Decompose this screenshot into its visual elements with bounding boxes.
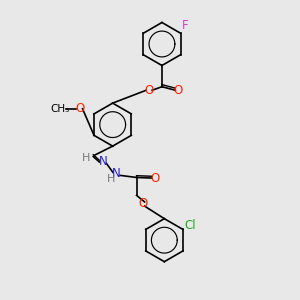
Text: N: N: [98, 155, 107, 168]
Text: N: N: [112, 167, 121, 180]
Text: O: O: [75, 102, 84, 115]
Text: H: H: [107, 174, 116, 184]
Text: CH₃: CH₃: [51, 104, 70, 114]
Text: O: O: [173, 84, 182, 97]
Text: O: O: [145, 84, 154, 97]
Text: O: O: [151, 172, 160, 184]
Text: H: H: [82, 153, 90, 164]
Text: Cl: Cl: [185, 219, 197, 232]
Text: F: F: [182, 19, 188, 32]
Text: O: O: [139, 197, 148, 210]
